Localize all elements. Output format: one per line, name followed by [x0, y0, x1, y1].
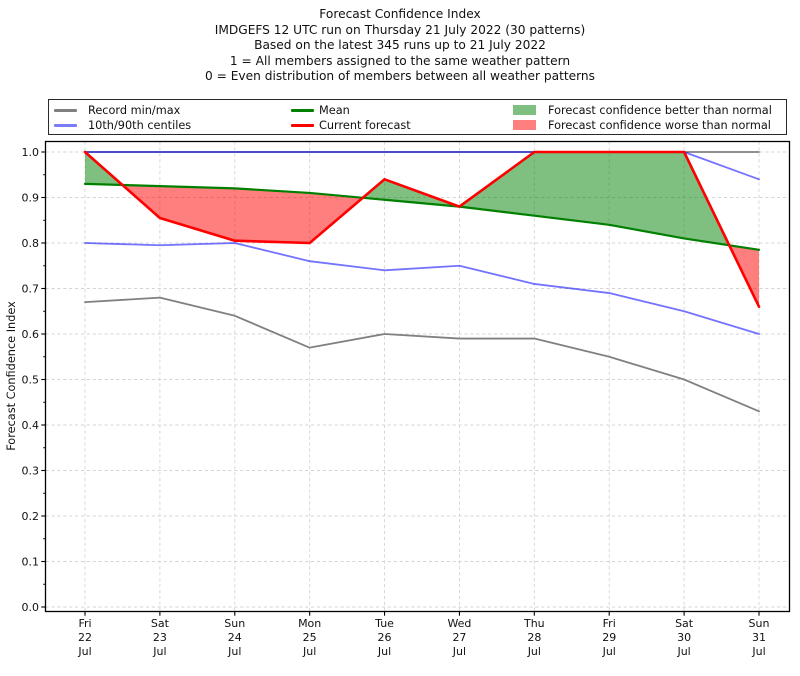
y-tick-label: 0.9	[22, 192, 40, 205]
x-tick-dow: Thu	[523, 617, 545, 630]
chart-subtitle-note2: 0 = Even distribution of members between…	[204, 69, 596, 83]
x-tick-dow: Sat	[675, 617, 694, 630]
confidence-worse-fill	[122, 184, 363, 243]
y-tick-label: 0.0	[22, 601, 40, 614]
chart-header: Forecast Confidence Index IMDGEFS 12 UTC…	[0, 7, 800, 85]
y-tick-label: 0.4	[22, 419, 40, 432]
y-tick-label: 0.6	[22, 328, 40, 341]
y-tick-label: 0.1	[22, 556, 40, 569]
x-tick-dow: Wed	[447, 617, 471, 630]
x-tick-day: 27	[452, 631, 466, 644]
better-than-normal-patch-swatch	[513, 105, 536, 115]
x-tick-dow: Sat	[151, 617, 170, 630]
legend-label-worse: Forecast confidence worse than normal	[548, 119, 771, 132]
x-tick-dow: Sun	[749, 617, 770, 630]
x-tick-day: 30	[677, 631, 691, 644]
x-tick-month: Jul	[77, 645, 91, 658]
chart-subtitle-run: IMDGEFS 12 UTC run on Thursday 21 July 2…	[214, 22, 586, 37]
x-tick-day: 25	[303, 631, 317, 644]
legend-label-current: Current forecast	[319, 119, 411, 132]
legend-label-record: Record min/max	[88, 104, 181, 117]
x-tick-month: Jul	[227, 645, 241, 658]
y-tick-label: 1.0	[22, 146, 40, 159]
x-tick-day: 24	[228, 631, 242, 644]
x-tick-dow: Fri	[603, 617, 616, 630]
axes	[41, 140, 791, 616]
x-tick-dow: Mon	[298, 617, 321, 630]
legend: Record min/max 10th/90th centiles Mean C…	[48, 99, 787, 135]
x-tick-day: 22	[78, 631, 92, 644]
current-forecast-line-swatch	[291, 124, 314, 127]
x-tick-day: 28	[527, 631, 541, 644]
y-tick-label: 0.5	[22, 374, 40, 387]
series-lines	[83, 150, 761, 413]
x-tick-month: Jul	[377, 645, 391, 658]
worse-than-normal-patch-swatch	[513, 120, 536, 130]
x-tick-day: 26	[378, 631, 392, 644]
confidence-better-fill	[362, 152, 730, 246]
y-tick-label: 0.7	[22, 283, 40, 296]
chart-subtitle-note1: 1 = All members assigned to the same wea…	[229, 53, 571, 68]
y-tick-label: 0.2	[22, 510, 40, 523]
x-tick-dow: Tue	[374, 617, 394, 630]
centiles-line-swatch	[54, 124, 77, 127]
x-tick-day: 31	[752, 631, 766, 644]
x-tick-month: Jul	[302, 645, 316, 658]
chart-title: Forecast Confidence Index	[319, 7, 481, 21]
x-tick-month: Jul	[751, 645, 765, 658]
mean-line-swatch	[291, 109, 314, 112]
x-tick-month: Jul	[452, 645, 466, 658]
legend-label-better: Forecast confidence better than normal	[548, 104, 772, 117]
y-tick-label: 0.8	[22, 237, 40, 250]
x-tick-month: Jul	[527, 645, 541, 658]
legend-label-mean: Mean	[319, 104, 350, 117]
x-tick-dow: Sun	[224, 617, 245, 630]
x-tick-month: Jul	[602, 645, 616, 658]
y-axis-label: Forecast Confidence Index	[5, 301, 18, 451]
x-tick-dow: Fri	[78, 617, 91, 630]
x-tick-month: Jul	[152, 645, 166, 658]
record-minmax-line-swatch	[54, 109, 77, 112]
x-tick-month: Jul	[676, 645, 690, 658]
x-tick-day: 29	[602, 631, 616, 644]
y-tick-label: 0.3	[22, 465, 40, 478]
chart-subtitle-basis: Based on the latest 345 runs up to 21 Ju…	[254, 38, 546, 52]
legend-label-centiles: 10th/90th centiles	[88, 119, 192, 132]
x-tick-day: 23	[153, 631, 167, 644]
